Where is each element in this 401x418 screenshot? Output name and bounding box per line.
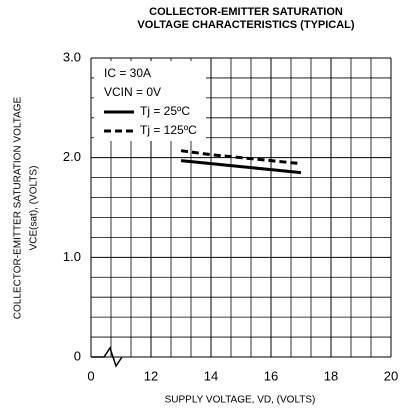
x-tick-label: 20 bbox=[384, 368, 398, 383]
data-line bbox=[180, 159, 302, 175]
x-tick-label: 12 bbox=[144, 368, 158, 383]
axis-break bbox=[91, 346, 123, 368]
chart-title: VOLTAGE CHARACTERISTICS (TYPICAL) bbox=[137, 19, 354, 31]
y-axis-label: VCE(sat), (VOLTS) bbox=[29, 166, 40, 251]
y-tick-label: 3.0 bbox=[63, 49, 81, 64]
x-tick-label: 16 bbox=[264, 368, 278, 383]
chart-title: COLLECTOR-EMITTER SATURATION bbox=[149, 6, 343, 18]
x-axis-label: SUPPLY VOLTAGE, VD, (VOLTS) bbox=[165, 395, 316, 406]
x-tick-label: 0 bbox=[87, 368, 94, 383]
y-tick-label: 1.0 bbox=[63, 249, 81, 264]
annotation: IC = 30A bbox=[104, 66, 151, 80]
annotation: VCIN = 0V bbox=[104, 85, 161, 99]
legend-box bbox=[94, 61, 206, 141]
y-axis-label: COLLECTOR-EMITTER SATURATION VOLTAGE bbox=[13, 96, 24, 319]
legend-label: Tj = 125ºC bbox=[140, 123, 197, 137]
x-tick-label: 14 bbox=[204, 368, 218, 383]
y-tick-label: 0 bbox=[74, 348, 81, 363]
data-line bbox=[180, 149, 302, 166]
legend-label: Tj = 25ºC bbox=[140, 104, 190, 118]
y-tick-label: 2.0 bbox=[63, 149, 81, 164]
x-tick-label: 18 bbox=[324, 368, 338, 383]
